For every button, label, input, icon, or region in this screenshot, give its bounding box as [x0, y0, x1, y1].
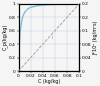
Y-axis label: J*10² (kg/m²s): J*10² (kg/m²s)	[93, 20, 98, 55]
Text: J: J	[51, 35, 53, 39]
X-axis label: C (kg/kg): C (kg/kg)	[38, 79, 60, 84]
Y-axis label: C_p(kg/kg): C_p(kg/kg)	[2, 24, 8, 50]
